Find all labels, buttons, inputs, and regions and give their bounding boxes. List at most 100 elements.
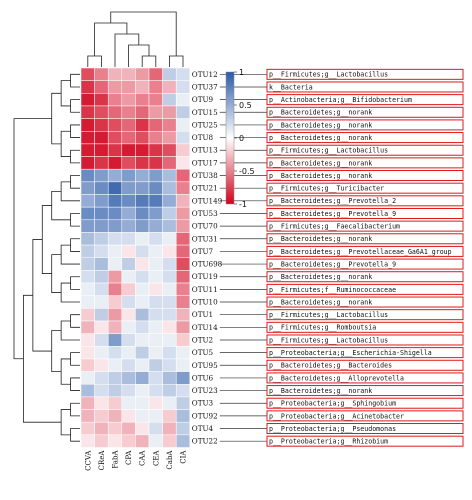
- otu-label: OTU6: [192, 373, 214, 382]
- heatmap-cell: [135, 346, 150, 360]
- heatmap-cell: [80, 181, 95, 195]
- taxon-box: [266, 283, 464, 295]
- heatmap-cell: [94, 206, 109, 221]
- taxon-box: [266, 372, 464, 384]
- heatmap-cell: [175, 194, 191, 208]
- heatmap-cell: [94, 131, 109, 145]
- otu-label: OTU25: [192, 120, 218, 129]
- taxon-box: [266, 119, 464, 131]
- heatmap-cell: [162, 320, 177, 334]
- row-dendrogram: [13, 73, 80, 442]
- heatmap-cell: [80, 371, 95, 385]
- heatmap-cell: [175, 206, 191, 221]
- heatmap-cell: [121, 194, 136, 208]
- heatmap-cell: [80, 118, 95, 132]
- dendrogram-branch: [60, 409, 71, 436]
- heatmap-cell: [148, 219, 163, 233]
- otu-label: OTU38: [192, 171, 218, 180]
- heatmap-cell: [121, 371, 136, 385]
- colorbar-ticks: 1 0.5 0 -0.5 -1: [234, 68, 255, 209]
- taxon-label: p__Bacteroidetes;g__norank: [269, 298, 372, 306]
- heatmap-cell: [80, 156, 95, 170]
- column-dendrogram: [87, 11, 184, 67]
- heatmap-cell: [135, 206, 150, 221]
- heatmap-cell: [175, 143, 191, 157]
- heatmap-cell: [148, 308, 163, 322]
- dendrogram-branch: [70, 238, 80, 252]
- heatmap-cell: [80, 421, 95, 436]
- taxon-label: p__Proteobacteria;g__Rhizobium: [269, 438, 388, 446]
- taxon-label: p__Firmicutes;g__Lactobacillus: [269, 147, 388, 155]
- otu-label: OTU22: [192, 437, 218, 446]
- otu-label: OTU12: [192, 70, 218, 79]
- otu-label: OTU15: [192, 108, 218, 117]
- heatmap-cell: [162, 270, 177, 284]
- heatmap-cell: [107, 257, 123, 271]
- heatmap-cell: [94, 257, 109, 271]
- heatmap-cell: [148, 232, 163, 246]
- heatmap-cell: [135, 105, 150, 119]
- dendrogram-branch: [51, 190, 71, 221]
- heatmap-cell: [107, 295, 123, 309]
- taxon-label: p__Bacteroidetes;g__norank: [269, 134, 372, 142]
- heatmap-cell: [148, 244, 163, 259]
- heatmap-cell: [121, 270, 136, 284]
- taxon-label: p__Bacteroidetes;g__norank: [269, 159, 372, 167]
- heatmap-cell: [94, 409, 109, 423]
- taxon-box: [266, 81, 464, 93]
- heatmap-cell: [135, 270, 150, 284]
- heatmap-cell: [135, 93, 150, 107]
- otu-label: OTU2: [192, 335, 213, 344]
- heatmap-cell: [80, 409, 95, 423]
- dendrogram-branch: [70, 402, 80, 417]
- heatmap-cell: [121, 219, 136, 233]
- heatmap-cell: [148, 80, 163, 94]
- heatmap-cell: [162, 421, 177, 436]
- taxon-label: p__Firmicutes;g__Lactobacillus: [269, 71, 388, 79]
- column-label: CEA: [152, 450, 160, 466]
- dendrogram-branch: [60, 80, 71, 107]
- heatmap-cell: [175, 282, 191, 296]
- heatmap-cell: [94, 143, 109, 157]
- heatmap-cell: [107, 80, 123, 94]
- column-label: CIA: [180, 450, 188, 464]
- taxon-box: [266, 144, 464, 156]
- heatmap-cell: [94, 421, 109, 436]
- heatmap-cell: [148, 194, 163, 208]
- heatmap-cell: [162, 384, 177, 398]
- otu-label: OTU37: [192, 82, 218, 91]
- column-label: CabA: [166, 450, 174, 470]
- column-label: CPA: [125, 450, 133, 465]
- dendrogram-branch: [60, 244, 80, 265]
- heatmap-cell: [94, 384, 109, 398]
- heatmap-cell: [107, 156, 123, 170]
- heatmap-cell: [94, 282, 109, 296]
- heatmap-cell: [107, 421, 123, 436]
- heatmap-cell: [148, 371, 163, 385]
- heatmap-cell: [162, 282, 177, 296]
- taxon-label: p__Proteobacteria;g__Acinetobacter: [269, 412, 404, 420]
- heatmap-cell: [148, 118, 163, 132]
- otu-label: OTU17: [192, 158, 218, 167]
- heatmap-cell: [107, 194, 123, 208]
- taxon-label: p__Bacteroidetes;g__Prevotella_9: [269, 260, 396, 268]
- heatmap-cell: [162, 156, 177, 170]
- dendrogram-branch: [51, 92, 62, 145]
- heatmap-cell: [135, 143, 150, 157]
- heatmap-cell: [135, 421, 150, 436]
- dendrogram-branch: [13, 118, 52, 360]
- heatmap-cell: [121, 143, 136, 157]
- heatmap-cell: [107, 67, 123, 81]
- heatmap-cell: [94, 320, 109, 334]
- taxon-label: p__Bacteroidetes;g__norank: [269, 273, 372, 281]
- heatmap-cell: [121, 67, 136, 81]
- taxon-box: [266, 157, 464, 169]
- heatmap-cell: [175, 257, 191, 271]
- taxon-label: k__Bacteria: [269, 83, 313, 91]
- otu-label: OTU10: [192, 298, 218, 307]
- taxon-box: [266, 170, 464, 182]
- heatmap-cell: [94, 396, 109, 410]
- heatmap-cell: [94, 181, 109, 195]
- heatmap-cell: [148, 168, 163, 183]
- heatmap-cell: [94, 93, 109, 107]
